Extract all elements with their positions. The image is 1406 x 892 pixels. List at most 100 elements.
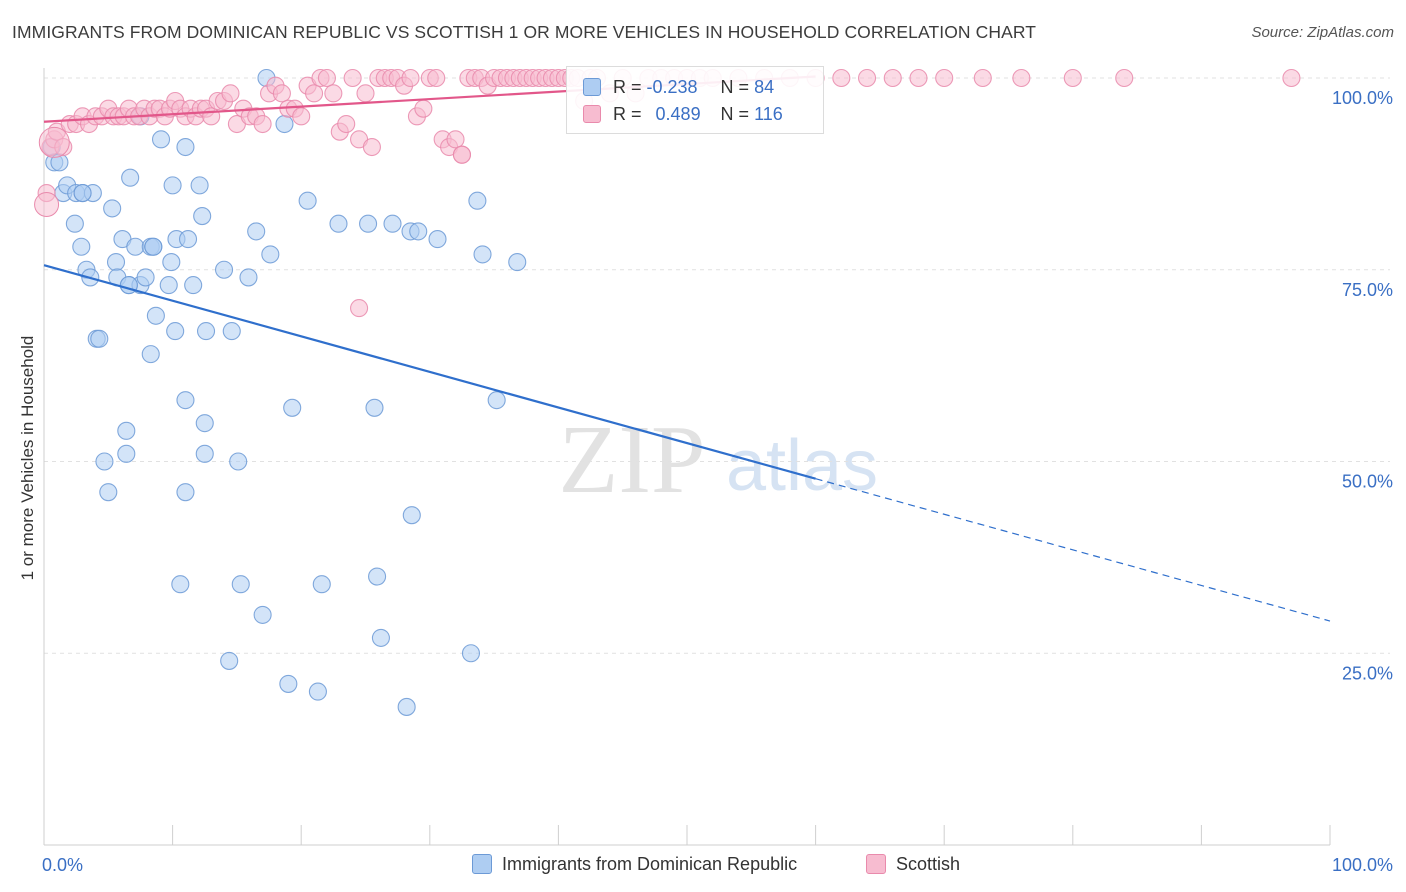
point-scottish-66 xyxy=(427,68,446,88)
point-dominican-45 xyxy=(329,214,348,233)
point-dominican-72 xyxy=(312,575,331,594)
point-dominican-38 xyxy=(222,322,241,341)
point-dominican-34 xyxy=(190,176,209,195)
point-scottish-45 xyxy=(292,107,311,126)
point-dominican-41 xyxy=(261,245,280,264)
point-dominican-40 xyxy=(247,222,266,241)
point-dominican-71 xyxy=(231,575,250,594)
point-dominican-44 xyxy=(298,191,317,210)
point-dominican-8 xyxy=(65,214,84,233)
point-scottish-47 xyxy=(305,84,324,103)
y-axis-label: 1 or more Vehicles in Household xyxy=(18,335,37,581)
point-dominican-46 xyxy=(359,214,378,233)
point-scottish-34 xyxy=(221,84,240,103)
legend-r-value-scottish: 0.489 xyxy=(655,103,701,124)
point-dominican-18 xyxy=(126,237,145,256)
point-dominican-28 xyxy=(163,176,182,195)
y-tick-label-0: 100.0% xyxy=(1332,88,1393,108)
y-tick-label-3: 25.0% xyxy=(1342,663,1393,683)
point-dominican-43 xyxy=(275,114,294,134)
point-scottish-64 xyxy=(414,99,433,118)
point-dominican-79 xyxy=(308,682,327,701)
point-scottish-cluster xyxy=(38,126,70,158)
point-scottish-42 xyxy=(272,84,291,103)
watermark-zip: ZIP xyxy=(559,406,706,514)
point-scottish-cluster-2 xyxy=(34,192,60,218)
legend-n-label: N = xyxy=(720,76,750,97)
point-dominican-62 xyxy=(117,444,136,463)
point-dominican-69 xyxy=(402,506,421,525)
point-scottish-62 xyxy=(401,68,420,88)
point-scottish-50 xyxy=(324,84,343,103)
point-dominican-27 xyxy=(162,253,181,272)
watermark: ZIP atlas xyxy=(559,406,879,514)
point-dominican-47 xyxy=(383,214,402,233)
points-layer xyxy=(34,68,1301,716)
point-scottish-31 xyxy=(202,107,221,126)
point-dominican-33 xyxy=(184,276,203,295)
point-dominican-70 xyxy=(171,575,190,594)
trend-line-dashed-dominican xyxy=(815,478,1331,622)
point-dominican-21 xyxy=(136,268,155,287)
point-scottish-114 xyxy=(1282,68,1301,88)
bottom-legend-scottish: Scottish xyxy=(866,851,960,877)
point-dominican-64 xyxy=(99,483,118,502)
legend-r-label: R = xyxy=(613,76,642,97)
point-dominican-61 xyxy=(117,421,136,440)
legend-r-value-dominican: -0.238 xyxy=(646,76,698,97)
point-dominican-17 xyxy=(121,168,140,187)
point-dominican-65 xyxy=(176,483,195,502)
point-dominican-57 xyxy=(176,391,195,410)
point-dominican-50 xyxy=(428,230,447,249)
point-dominican-66 xyxy=(283,398,302,417)
point-dominican-35 xyxy=(193,207,212,226)
point-dominican-78 xyxy=(279,674,298,693)
point-dominican-26 xyxy=(159,276,178,295)
watermark-atlas: atlas xyxy=(726,426,878,506)
legend-row-dominican: R = -0.238 N = 84 xyxy=(583,74,774,100)
point-scottish-52 xyxy=(337,114,356,134)
point-dominican-29 xyxy=(166,322,185,341)
point-dominican-52 xyxy=(473,245,492,264)
y-tick-label-1: 75.0% xyxy=(1342,280,1393,300)
point-dominican-80 xyxy=(397,697,416,716)
point-dominican-76 xyxy=(220,651,239,670)
point-dominican-53 xyxy=(508,253,527,272)
point-dominican-9 xyxy=(72,237,91,256)
point-dominican-32 xyxy=(178,230,198,249)
x-tick-label-1: 100.0% xyxy=(1332,855,1393,875)
point-dominican-60 xyxy=(195,444,214,463)
point-dominican-73 xyxy=(368,567,387,586)
chart-title: IMMIGRANTS FROM DOMINICAN REPUBLIC VS SC… xyxy=(12,22,1037,42)
legend-swatch-scottish xyxy=(583,105,601,123)
point-dominican-25 xyxy=(151,130,171,149)
point-scottish-56 xyxy=(362,137,381,157)
trend-layer xyxy=(43,75,1331,622)
point-scottish-106 xyxy=(857,68,877,88)
point-dominican-51 xyxy=(468,191,487,210)
grid xyxy=(44,77,1390,654)
trend-line-dominican xyxy=(43,264,816,480)
point-scottish-49 xyxy=(317,68,336,88)
bottom-legend-swatch-scottish xyxy=(866,854,886,874)
point-dominican-74 xyxy=(253,605,272,624)
point-dominican-39 xyxy=(239,268,258,287)
legend-n-value-dominican: 84 xyxy=(754,76,775,97)
point-dominican-13 xyxy=(106,253,126,272)
point-scottish-110 xyxy=(973,68,992,88)
bottom-legend-dominican: Immigrants from Dominican Republic xyxy=(472,851,797,877)
point-dominican-63 xyxy=(95,452,114,471)
point-dominican-67 xyxy=(365,398,384,417)
point-dominican-59 xyxy=(229,452,248,471)
point-scottish-55 xyxy=(356,84,375,103)
bottom-legend-label-scottish: Scottish xyxy=(896,853,961,874)
legend-swatch-dominican xyxy=(583,78,601,96)
point-scottish-115 xyxy=(350,299,369,318)
chart-source: Source: ZipAtlas.com xyxy=(1251,24,1394,41)
point-dominican-55 xyxy=(90,329,109,348)
point-dominican-56 xyxy=(141,345,160,364)
point-scottish-111 xyxy=(1012,68,1031,88)
point-scottish-109 xyxy=(935,68,954,88)
point-dominican-77 xyxy=(461,644,481,663)
